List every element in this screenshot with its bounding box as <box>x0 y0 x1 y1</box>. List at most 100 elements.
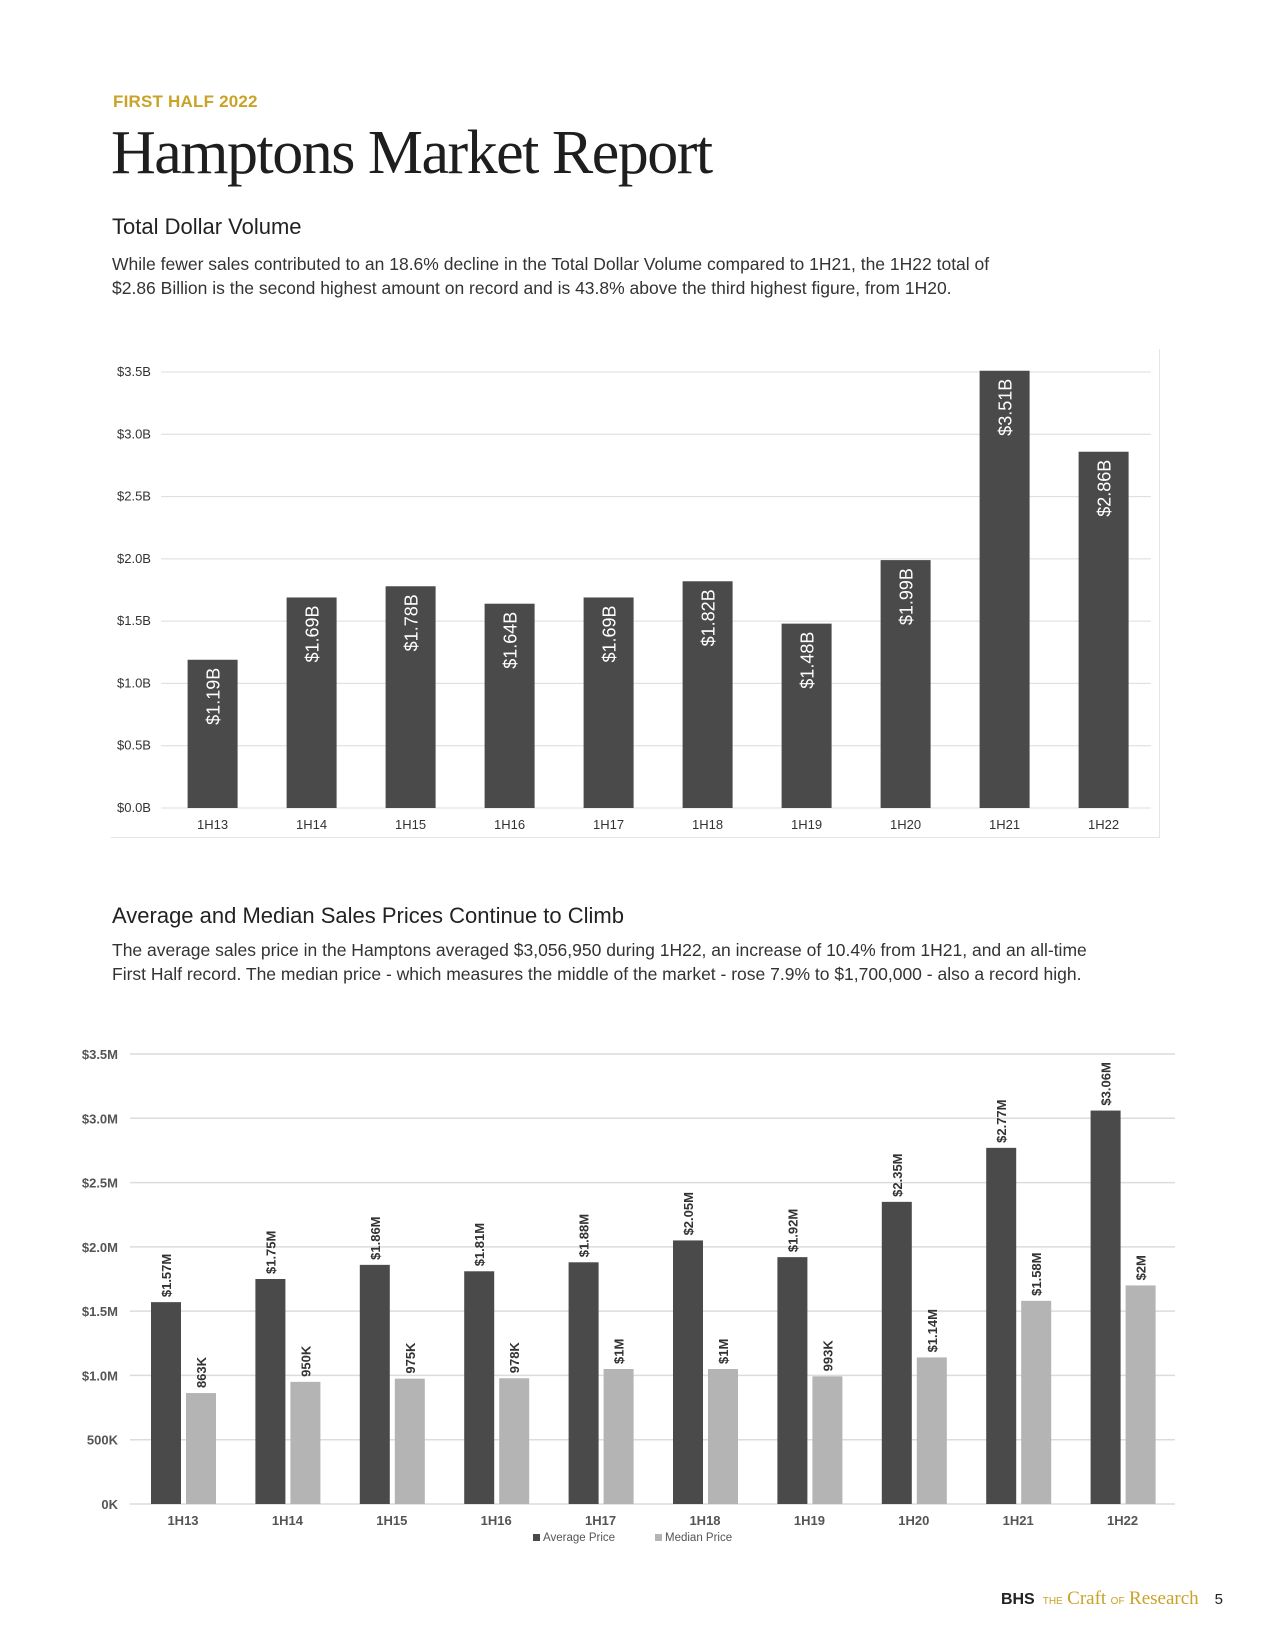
sales-price-chart: 0K 500K $1.0M $1.5M $2.0M $2.5M $3.0M $3.5M $1.5… <box>82 1047 1175 1544</box>
average-price-bar <box>359 1264 390 1504</box>
section-heading-total-dollar-volume: Total Dollar Volume <box>112 214 302 239</box>
footer-logo-craft: Craft <box>1067 1588 1107 1609</box>
chart-legend: Average Price Median Price <box>533 1532 732 1544</box>
x-tick-label: 1H21 <box>1003 1513 1034 1528</box>
y-tick-label: $2.5B <box>117 489 151 504</box>
bar-value-label: $2.35M <box>890 1153 905 1196</box>
bar <box>286 597 337 808</box>
footer-logo: THE Craft OF Research <box>1043 1588 1199 1610</box>
bar-value-label: $1.81M <box>472 1223 487 1266</box>
legend-label: Median Price <box>665 1532 732 1544</box>
median-price-bar <box>916 1357 947 1504</box>
y-tick-label: $2.0M <box>82 1240 118 1255</box>
bar-value-label: $1.82B <box>699 589 719 646</box>
bar-value-label: $1.14M <box>925 1309 940 1352</box>
x-tick-label: 1H17 <box>593 817 624 832</box>
average-price-bar <box>255 1279 286 1504</box>
bar <box>979 370 1030 808</box>
paragraph-line: The average sales price in the Hamptons … <box>112 940 1087 960</box>
bar-value-label: $1M <box>612 1339 627 1364</box>
y-tick-label: $0.0B <box>117 800 151 815</box>
x-tick-label: 1H21 <box>989 817 1020 832</box>
footer: BHS THE Craft OF Research 5 <box>1001 1588 1223 1610</box>
section-paragraph: The average sales price in the Hamptons … <box>112 938 1192 986</box>
bar-value-label: 975K <box>403 1342 418 1374</box>
average-price-bar <box>673 1240 703 1504</box>
footer-logo-of: OF <box>1110 1596 1125 1607</box>
bar <box>781 623 832 808</box>
x-tick-label: 1H15 <box>376 1513 407 1528</box>
x-tick-label: 1H20 <box>898 1513 929 1528</box>
x-tick-label: 1H15 <box>395 817 426 832</box>
paragraph-line: First Half record. The median price - wh… <box>112 964 1082 984</box>
x-tick-label: 1H13 <box>167 1513 198 1528</box>
paragraph-line: While fewer sales contributed to an 18.6… <box>112 254 990 274</box>
bar-value-label: $2M <box>1134 1255 1149 1280</box>
x-tick-label: 1H19 <box>794 1513 825 1528</box>
median-price-bar <box>708 1369 738 1504</box>
average-price-bar <box>881 1201 912 1504</box>
bar-value-label: $1M <box>716 1339 731 1364</box>
y-tick-label: $1.5M <box>82 1304 118 1319</box>
median-price-bar <box>603 1369 634 1504</box>
bar-value-label: 978K <box>507 1342 522 1374</box>
bar-value-label: $3.06M <box>1099 1062 1114 1105</box>
legend-label: Average Price <box>543 1532 615 1544</box>
bar-value-label: $1.88M <box>577 1214 592 1257</box>
x-tick-label: 1H22 <box>1088 817 1119 832</box>
bar-value-label: 950K <box>298 1345 313 1377</box>
footer-logo-research: Research <box>1129 1588 1199 1609</box>
y-tick-label: $1.0B <box>117 675 151 690</box>
x-tick-label: 1H16 <box>494 817 525 832</box>
bar-value-label: $1.92M <box>785 1209 800 1252</box>
bar-value-label: $1.69B <box>600 605 620 662</box>
legend-swatch-median <box>655 1534 662 1541</box>
total-dollar-volume-chart: $0.0B $0.5B $1.0B $1.5B $2.0B $2.5B $3.0B $3.5B… <box>117 364 1151 832</box>
chart-frame <box>111 349 1160 838</box>
section-heading-prices: Average and Median Sales Prices Continue… <box>112 903 624 928</box>
y-tick-label: $2.5M <box>82 1176 118 1191</box>
bar <box>187 659 238 808</box>
x-tick-label: 1H18 <box>689 1513 720 1528</box>
bar-value-label: $1.78B <box>402 594 422 651</box>
y-tick-label: $1.5B <box>117 613 151 628</box>
median-price-bar <box>812 1376 843 1504</box>
median-price-bar <box>499 1378 530 1504</box>
y-tick-label: $3.5M <box>82 1047 118 1062</box>
average-price-bar <box>464 1271 495 1504</box>
x-tick-label: 1H20 <box>890 817 921 832</box>
footer-logo-the: THE <box>1042 1596 1063 1607</box>
average-price-bar <box>151 1302 181 1504</box>
bar-value-label: $1.58M <box>1029 1252 1044 1295</box>
x-tick-label: 1H14 <box>272 1513 304 1528</box>
median-price-bar <box>290 1381 321 1504</box>
bar-value-label: $1.64B <box>501 612 521 669</box>
x-tick-label: 1H22 <box>1107 1513 1138 1528</box>
bar-value-label: $1.48B <box>798 632 818 689</box>
bar-value-label: $1.57M <box>159 1254 174 1297</box>
median-price-bar <box>1125 1285 1156 1504</box>
section-paragraph: While fewer sales contributed to an 18.6… <box>112 252 1192 300</box>
bar-value-label: $1.99B <box>897 568 917 625</box>
bar-value-label: $1.19B <box>204 668 224 725</box>
legend-swatch-average <box>533 1534 540 1541</box>
x-tick-label: 1H14 <box>296 817 327 832</box>
average-price-bar <box>777 1257 808 1504</box>
bar <box>385 586 436 808</box>
page-number: 5 <box>1214 1591 1223 1608</box>
bar-value-label: $3.51B <box>996 379 1016 436</box>
bar-value-label: $2.05M <box>681 1192 696 1235</box>
median-price-bar <box>394 1378 425 1504</box>
y-tick-label: $0.5B <box>117 738 151 753</box>
bar-value-label: 993K <box>820 1340 835 1372</box>
y-tick-label: 500K <box>87 1433 119 1448</box>
bar <box>880 560 931 808</box>
average-price-bar <box>568 1262 599 1504</box>
average-price-bar <box>1090 1110 1121 1504</box>
bar-value-label: $1.69B <box>303 605 323 662</box>
bar <box>1078 451 1129 808</box>
median-price-bar <box>1021 1300 1052 1504</box>
page-title: Hamptons Market Report <box>111 119 713 187</box>
bar-value-label: 863K <box>194 1356 209 1388</box>
